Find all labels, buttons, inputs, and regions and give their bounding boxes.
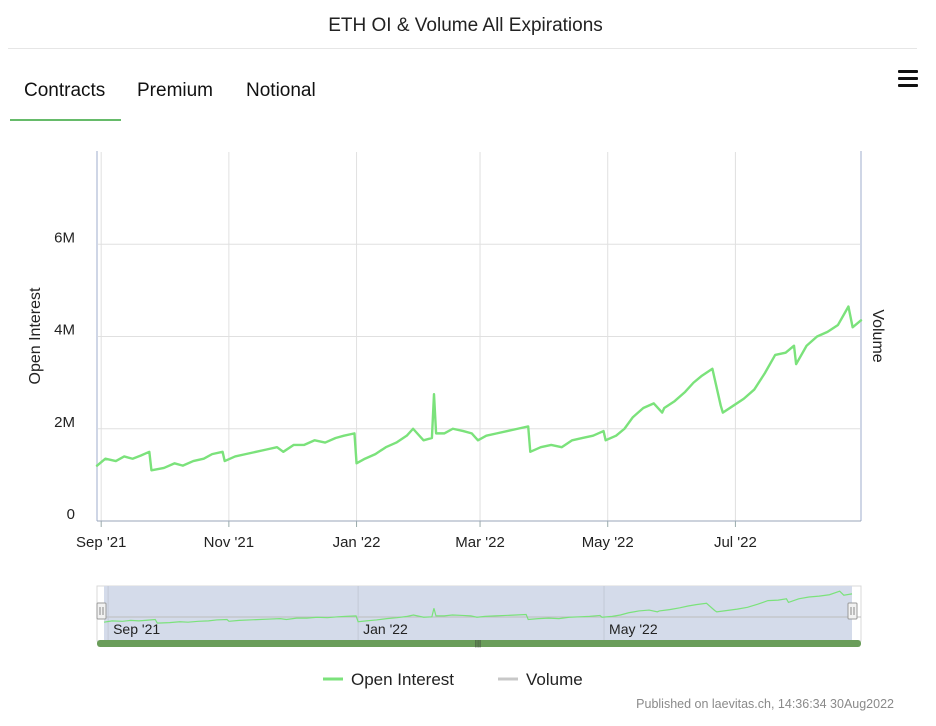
legend-item-volume[interactable]: Volume bbox=[498, 670, 583, 689]
tab-notional[interactable]: Notional bbox=[246, 80, 316, 101]
navigator-scrollbar[interactable] bbox=[97, 640, 861, 647]
tab-contracts[interactable]: Contracts bbox=[24, 80, 106, 101]
x-tick-label: Jan '22 bbox=[333, 534, 381, 551]
navigator-selected-range[interactable] bbox=[104, 586, 852, 641]
y-axis-title: Open Interest bbox=[27, 287, 44, 385]
navigator-line-open-interest bbox=[103, 590, 853, 624]
y-tick-label: 4M bbox=[54, 322, 75, 339]
active-tab-indicator bbox=[10, 119, 121, 121]
x-tick-label: Nov '21 bbox=[204, 534, 254, 551]
navigator: Sep '21 Jan '22 May '22 ||| bbox=[96, 585, 862, 648]
x-tick-label: Mar '22 bbox=[455, 534, 505, 551]
published-credit: Published on laevitas.ch, 14:36:34 30Aug… bbox=[636, 697, 894, 711]
navigator-right-handle[interactable] bbox=[847, 602, 858, 620]
hamburger-menu-icon[interactable] bbox=[898, 70, 918, 88]
y-tick-label: 2M bbox=[54, 414, 75, 431]
legend-label-volume: Volume bbox=[526, 670, 583, 689]
navigator-left-handle[interactable] bbox=[96, 602, 107, 620]
navigator-labels: Sep '21 Jan '22 May '22 bbox=[113, 621, 658, 637]
y-axis-ticks: 0 2M 4M 6M bbox=[54, 229, 75, 523]
x-tick-label: Jul '22 bbox=[714, 534, 757, 551]
navigator-grid bbox=[107, 586, 605, 640]
title-divider bbox=[8, 48, 917, 49]
y-tick-label: 6M bbox=[54, 229, 75, 246]
navigator-series bbox=[103, 590, 853, 624]
x-axis-ticks: Sep '21 Nov '21 Jan '22 Mar '22 May '22 Jul '… bbox=[76, 520, 861, 551]
scrollbar-grip-icon[interactable]: ||| bbox=[475, 639, 481, 648]
x-tick-label: May '22 bbox=[582, 534, 634, 551]
series-layer bbox=[95, 305, 863, 472]
tab-premium[interactable]: Premium bbox=[137, 80, 214, 101]
series-line-open-interest[interactable] bbox=[95, 305, 863, 472]
navigator-tick-label: Sep '21 bbox=[113, 621, 160, 637]
plot-grid bbox=[97, 152, 861, 522]
legend-label-open-interest: Open Interest bbox=[351, 670, 454, 689]
navigator-tick-label: Jan '22 bbox=[363, 621, 408, 637]
legend-item-open-interest[interactable]: Open Interest bbox=[323, 670, 454, 689]
y-tick-label: 0 bbox=[67, 506, 75, 523]
legend: Open Interest Volume bbox=[323, 670, 583, 689]
navigator-tick-label: May '22 bbox=[609, 621, 658, 637]
chart-title: ETH OI & Volume All Expirations bbox=[328, 15, 603, 36]
y2-axis-title: Volume bbox=[869, 309, 886, 362]
x-tick-label: Sep '21 bbox=[76, 534, 126, 551]
